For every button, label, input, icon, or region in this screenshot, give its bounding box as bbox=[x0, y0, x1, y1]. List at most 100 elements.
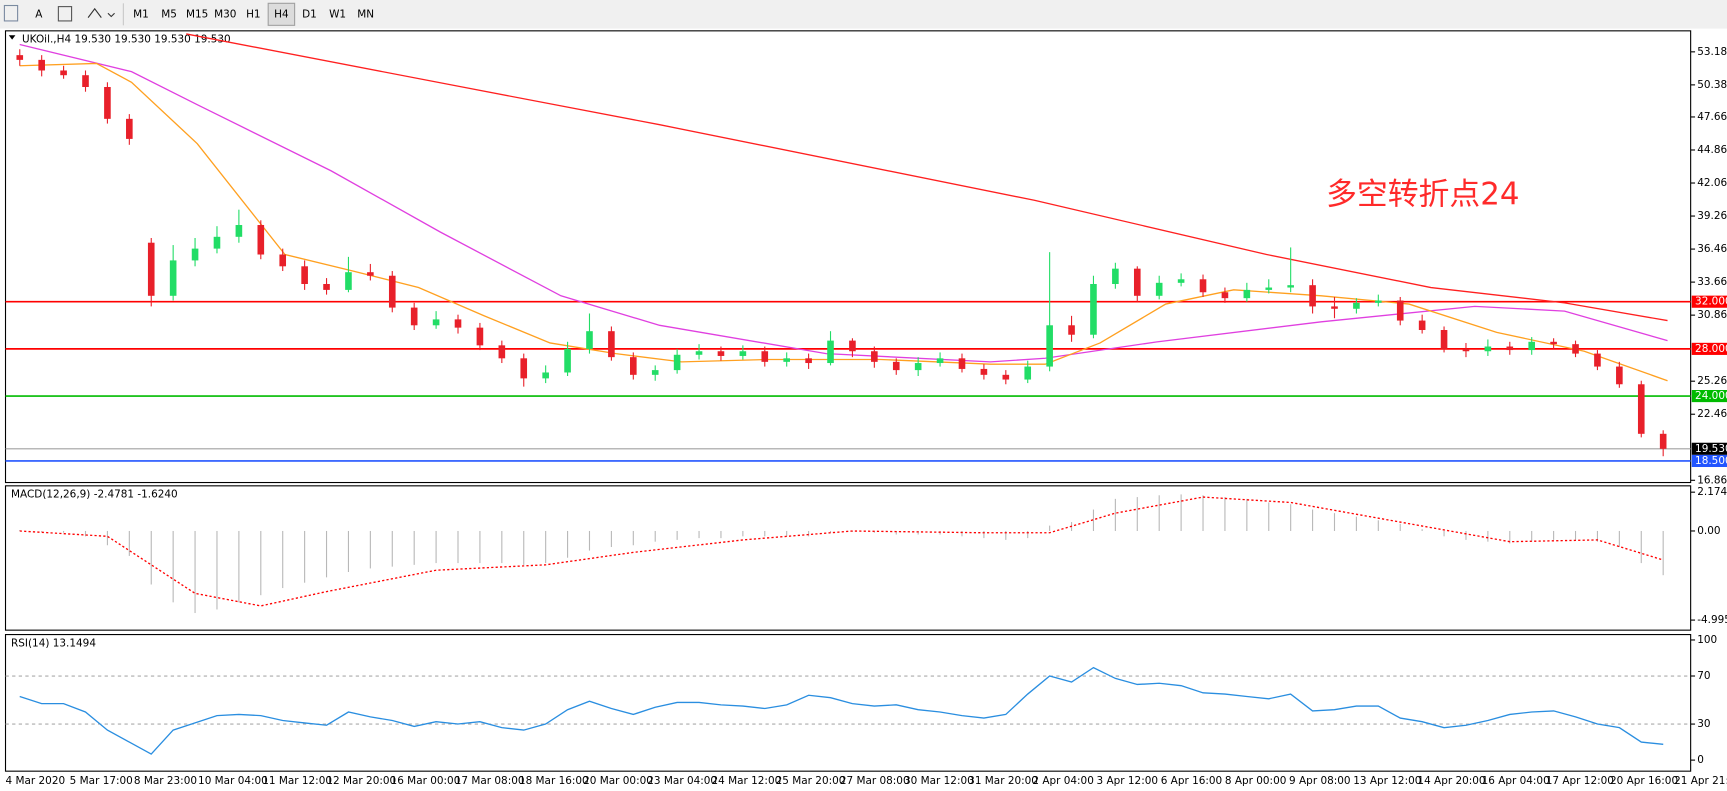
candle-body bbox=[301, 266, 308, 284]
y-tick-label: 0 bbox=[1697, 754, 1704, 766]
macd-bar bbox=[150, 530, 152, 585]
x-tick-label: 24 Mar 12:00 bbox=[711, 775, 781, 787]
macd-bar bbox=[1465, 530, 1467, 540]
y-tick-label: 47.660 bbox=[1697, 111, 1727, 123]
y-tick-label: 70 bbox=[1697, 670, 1710, 682]
macd-bar bbox=[172, 530, 174, 603]
candle-body bbox=[1594, 353, 1601, 367]
timeframe-button[interactable]: W1 bbox=[329, 8, 346, 20]
x-tick-label: 30 Mar 12:00 bbox=[904, 775, 974, 787]
candle-body bbox=[936, 358, 944, 364]
shapes-tool[interactable] bbox=[87, 7, 115, 18]
timeframe-button[interactable]: MN bbox=[357, 8, 374, 20]
candle-body bbox=[1616, 366, 1623, 385]
x-tick-label: 21 Apr 21:15 bbox=[1674, 775, 1727, 787]
macd-bar bbox=[1640, 530, 1642, 564]
timeframe-button[interactable]: H1 bbox=[246, 8, 261, 20]
candle-body bbox=[695, 351, 703, 355]
candle-body bbox=[104, 86, 111, 119]
candle-body bbox=[432, 319, 440, 326]
macd-bar bbox=[1290, 504, 1292, 531]
macd-bar bbox=[829, 530, 832, 533]
x-tick-label: 11 Mar 12:00 bbox=[262, 775, 332, 787]
timeframe-button[interactable]: M1 bbox=[133, 8, 149, 20]
candle-body bbox=[1440, 330, 1448, 349]
level-label: 32.000 bbox=[1695, 296, 1727, 308]
macd-bar bbox=[1268, 502, 1270, 531]
macd-bar bbox=[1355, 516, 1357, 531]
panel-frame bbox=[4, 30, 1692, 484]
candle-body bbox=[520, 358, 528, 379]
candle-body bbox=[345, 272, 352, 290]
label-tool[interactable] bbox=[57, 6, 73, 22]
macd-bar bbox=[676, 530, 678, 540]
x-tick-label: 13 Apr 12:00 bbox=[1353, 775, 1421, 787]
y-tick-label: 44.860 bbox=[1697, 144, 1727, 156]
candle-body bbox=[586, 331, 593, 349]
timeframe-button[interactable]: H4 bbox=[274, 8, 289, 20]
candle-body bbox=[1155, 282, 1163, 296]
menu-icon[interactable] bbox=[3, 4, 19, 22]
macd-bar bbox=[1487, 530, 1489, 542]
x-tick-label: 10 Mar 04:00 bbox=[198, 775, 268, 787]
macd-bar bbox=[545, 530, 547, 564]
candle-body bbox=[1002, 374, 1010, 380]
x-tick-label: 18 Mar 16:00 bbox=[519, 775, 589, 787]
candle-body bbox=[630, 357, 637, 375]
y-tick-label: 42.060 bbox=[1697, 177, 1727, 189]
timeframe-button[interactable]: D1 bbox=[302, 8, 317, 20]
text-tool[interactable]: A bbox=[35, 8, 43, 20]
candle-body bbox=[1353, 302, 1360, 309]
macd-bar bbox=[435, 530, 437, 564]
candle-body bbox=[454, 319, 462, 328]
macd-bar bbox=[1377, 520, 1379, 531]
macd-bar bbox=[194, 530, 196, 614]
candle-body bbox=[958, 358, 966, 369]
panel-title: UKOil.,H4 19.530 19.530 19.530 19.530 bbox=[22, 34, 231, 46]
macd-bar bbox=[1421, 529, 1423, 531]
candle-body bbox=[761, 351, 769, 362]
candle-body bbox=[235, 225, 243, 237]
y-tick-label: 22.460 bbox=[1697, 408, 1727, 420]
macd-bar bbox=[1005, 530, 1007, 540]
candle-body bbox=[1375, 300, 1382, 303]
annotation: 多空转折点24 bbox=[1326, 177, 1519, 213]
indicator-line bbox=[19, 43, 1668, 363]
timeframe-button[interactable]: M30 bbox=[214, 8, 236, 20]
candle-body bbox=[367, 272, 374, 276]
macd-bar bbox=[1092, 509, 1095, 531]
button-pressed[interactable] bbox=[267, 2, 296, 26]
macd-bar bbox=[1662, 530, 1664, 576]
candle-body bbox=[1418, 320, 1426, 331]
candle-body bbox=[1396, 300, 1404, 321]
candle-body bbox=[213, 236, 221, 249]
macd-bar bbox=[1443, 530, 1445, 537]
y-tick-label: -4.9955 bbox=[1697, 614, 1727, 626]
macd-bar bbox=[325, 530, 328, 578]
macd-bar bbox=[1180, 494, 1182, 531]
y-tick-label: 33.660 bbox=[1697, 276, 1727, 288]
timeframe-button[interactable]: M15 bbox=[186, 8, 208, 20]
candle-body bbox=[1484, 346, 1492, 352]
level-label: 19.530 bbox=[1695, 443, 1727, 455]
timeframe-button[interactable]: M5 bbox=[161, 8, 177, 20]
macd-bar bbox=[1399, 523, 1401, 531]
macd-bar bbox=[41, 530, 43, 532]
candle-body bbox=[1287, 285, 1294, 288]
x-tick-label: 2 Apr 04:00 bbox=[1032, 775, 1094, 787]
candle-body bbox=[147, 242, 155, 296]
x-tick-label: 25 Mar 20:00 bbox=[776, 775, 846, 787]
chart-area bbox=[5, 30, 1727, 791]
panel-frame bbox=[4, 634, 1692, 772]
macd-bar bbox=[128, 530, 130, 556]
macd-bar bbox=[1158, 495, 1160, 531]
candle-body bbox=[1572, 344, 1579, 354]
y-tick-label: 30 bbox=[1697, 718, 1710, 730]
macd-bar bbox=[786, 530, 788, 537]
macd-bar bbox=[1049, 525, 1051, 531]
macd-bar bbox=[610, 530, 612, 548]
candle-body bbox=[914, 363, 922, 371]
macd-bar bbox=[1027, 530, 1029, 539]
y-tick-label: 53.180 bbox=[1697, 46, 1727, 58]
candle-body bbox=[1637, 384, 1645, 434]
